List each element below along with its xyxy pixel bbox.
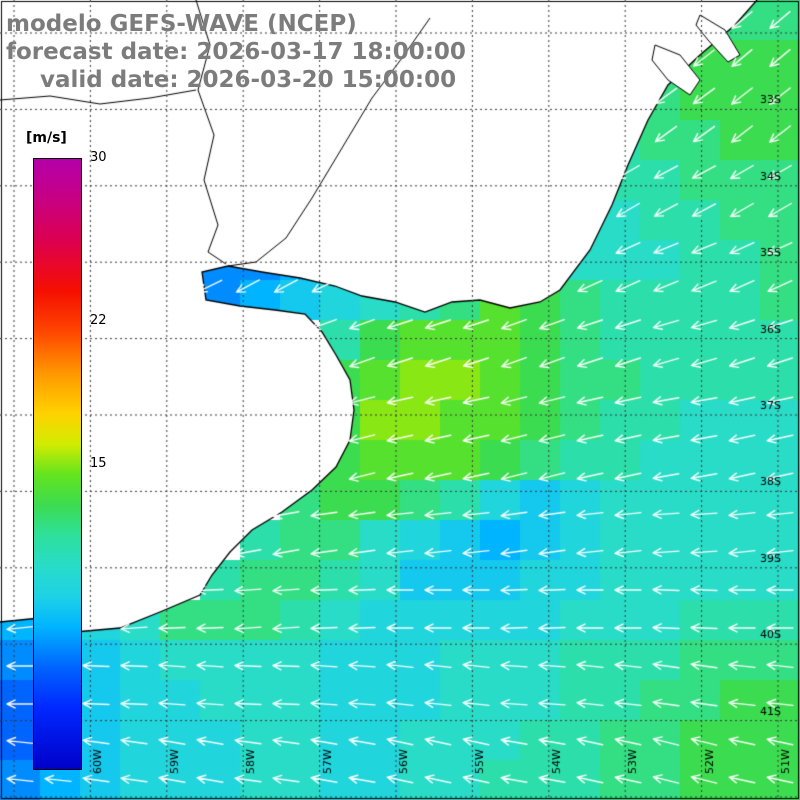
colorbar-tick-label: 15 xyxy=(90,456,107,471)
chart-title: modelo GEFS-WAVE (NCEP) xyxy=(6,11,357,37)
chart-titles: modelo GEFS-WAVE (NCEP) forecast date: 2… xyxy=(6,10,466,94)
colorbar-gradient xyxy=(33,158,82,770)
valid-date-label: valid date: 2026-03-20 15:00:00 xyxy=(40,67,457,93)
forecast-date-label: forecast date: 2026-03-17 18:00:00 xyxy=(6,39,466,65)
colorbar-unit-label: [m/s] xyxy=(26,130,67,146)
colorbar-tick-label: 22 xyxy=(90,313,107,329)
colorbar-tick-label: 30 xyxy=(90,150,107,165)
